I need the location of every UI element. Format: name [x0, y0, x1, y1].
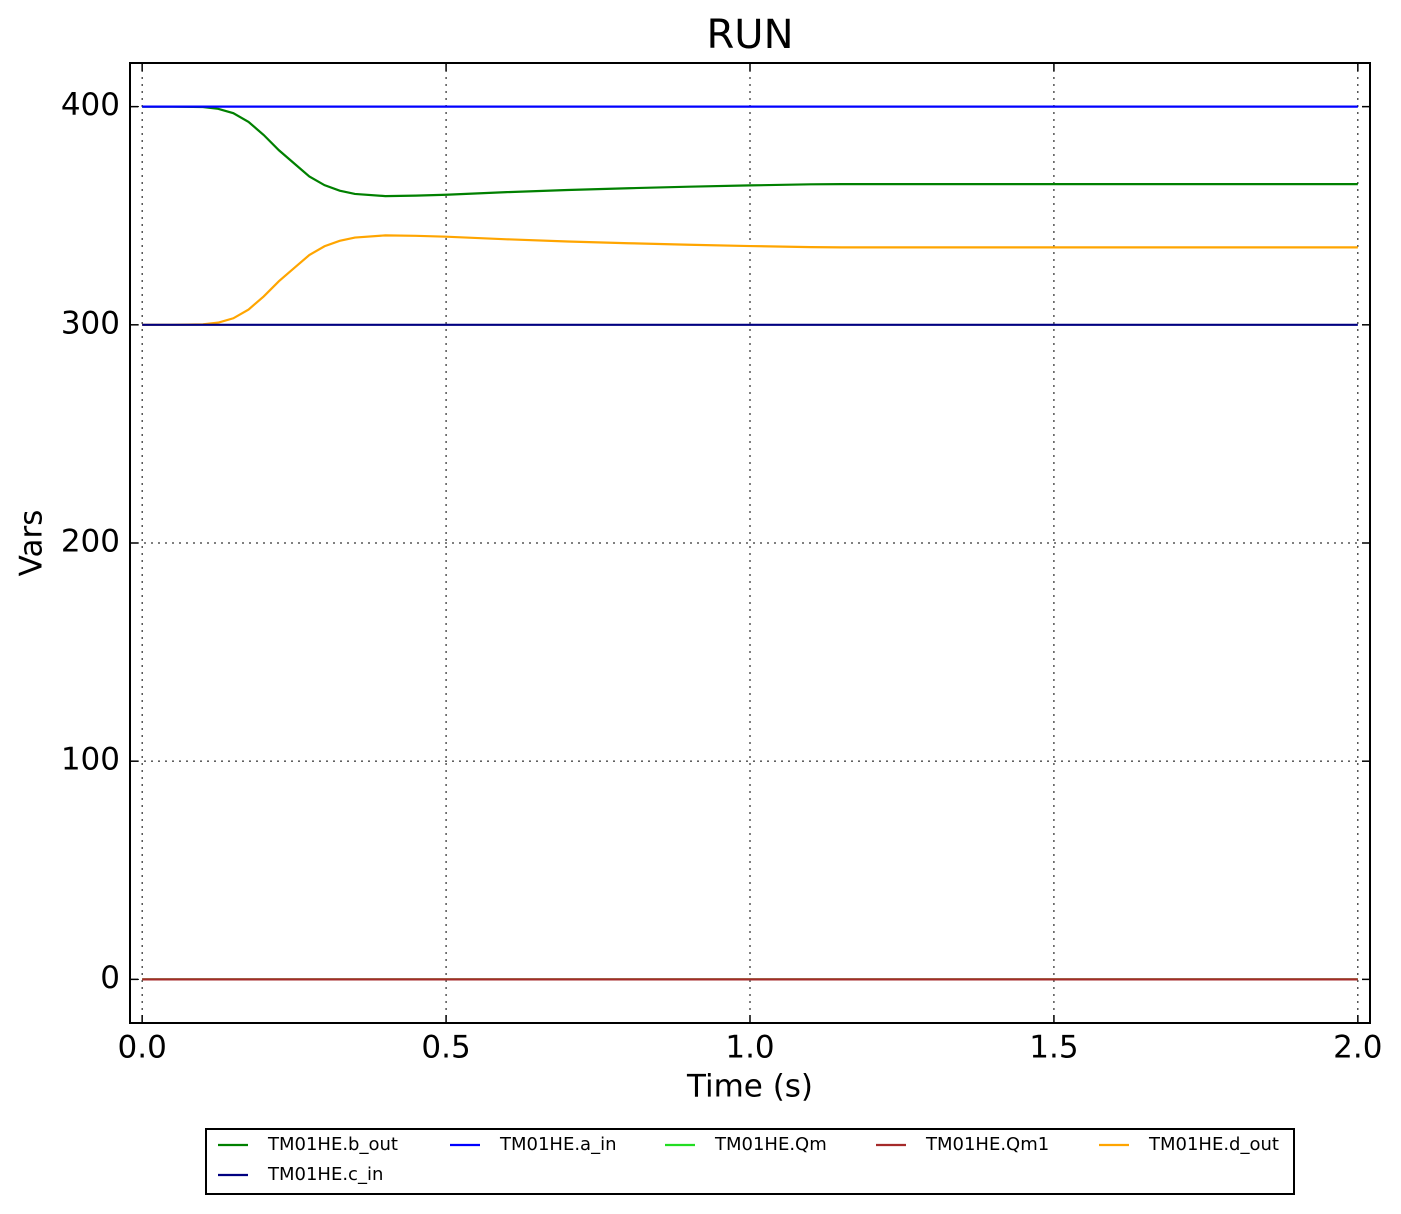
series-line: [142, 105, 1358, 198]
x-tick-label: 2.0: [1333, 1030, 1382, 1066]
legend-box: [205, 1128, 1295, 1195]
y-axis-label: Vars: [14, 510, 50, 577]
legend-label: TM01HE.d_out: [1148, 1134, 1279, 1155]
legend-label: TM01HE.a_in: [499, 1134, 617, 1155]
legend-label: TM01HE.c_in: [267, 1164, 383, 1185]
series-line: [142, 234, 1358, 326]
x-tick-label: 0.5: [421, 1030, 470, 1066]
plot-frame: [129, 62, 1371, 1024]
x-tick-label: 0.0: [118, 1030, 167, 1066]
y-tick-label: 200: [61, 524, 120, 560]
legend-label: TM01HE.Qm: [714, 1134, 827, 1155]
x-tick-label: 1.0: [725, 1030, 774, 1066]
y-tick-label: 100: [61, 742, 120, 778]
legend-label: TM01HE.b_out: [267, 1134, 398, 1155]
x-axis-label: Time (s): [686, 1069, 813, 1105]
x-tick-label: 1.5: [1029, 1030, 1078, 1066]
y-tick-label: 0: [100, 960, 120, 996]
y-tick-label: 400: [61, 87, 120, 123]
chart-title: RUN: [707, 12, 794, 58]
legend-label: TM01HE.Qm1: [925, 1134, 1049, 1155]
y-tick-label: 300: [61, 305, 120, 341]
